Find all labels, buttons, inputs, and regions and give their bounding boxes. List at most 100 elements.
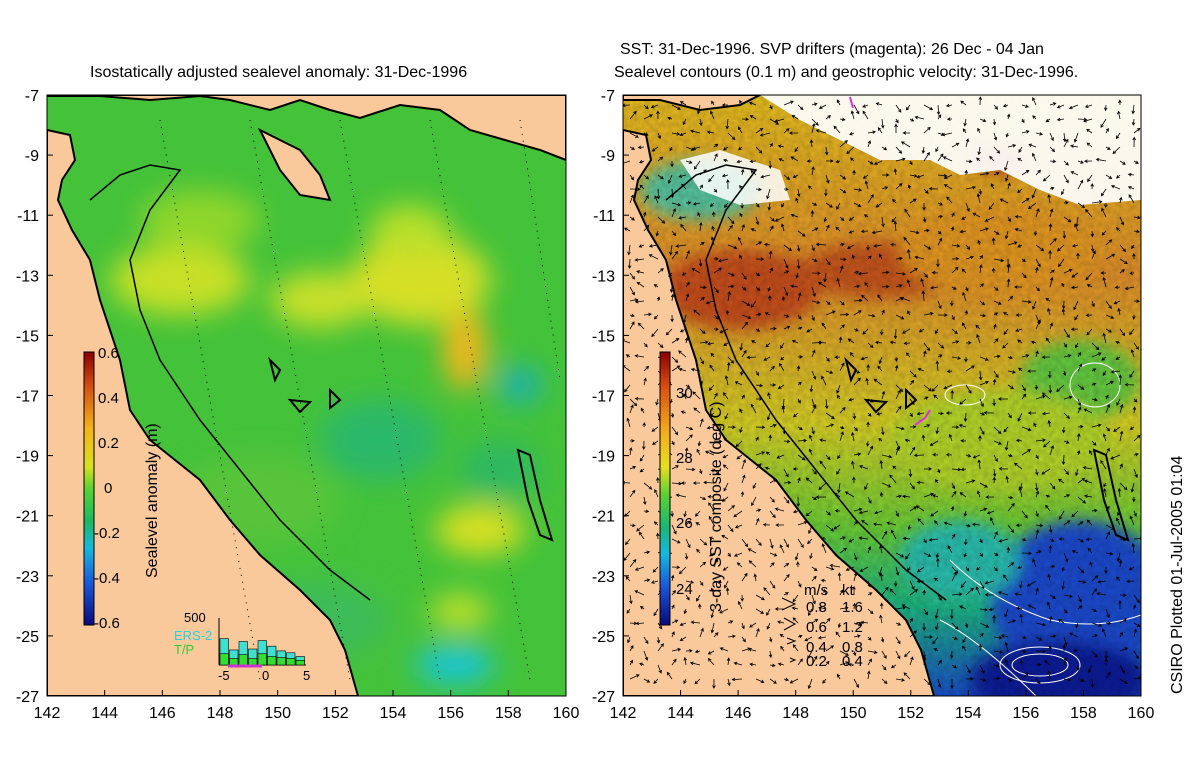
velocity-arrow xyxy=(993,104,999,110)
velocity-arrow xyxy=(725,118,730,130)
velocity-arrow xyxy=(699,418,704,428)
velocity-arrow xyxy=(656,532,660,540)
velocity-arrow xyxy=(1077,363,1082,372)
velocity-arrow xyxy=(881,586,889,596)
velocity-arrow xyxy=(979,313,987,318)
velocity-arrow xyxy=(853,104,860,115)
velocity-arrow xyxy=(692,202,701,206)
velocity-arrow xyxy=(626,608,631,614)
velocity-arrow xyxy=(719,328,729,334)
velocity-arrow xyxy=(950,608,954,620)
velocity-arrow xyxy=(993,454,998,463)
velocity-arrow xyxy=(858,510,869,515)
velocity-arrow xyxy=(942,156,953,162)
velocity-arrow xyxy=(1100,118,1107,128)
velocity-arrow xyxy=(1083,159,1093,163)
velocity-arrow xyxy=(797,658,803,666)
velocity-arrow xyxy=(978,96,983,106)
velocity-arrow xyxy=(1041,468,1051,475)
velocity-arrow xyxy=(1105,608,1110,619)
velocity-arrow xyxy=(977,459,981,470)
velocity-arrow xyxy=(1045,494,1051,499)
velocity-arrow xyxy=(979,580,985,590)
velocity-arrow xyxy=(1018,486,1023,498)
velocity-arrow xyxy=(1049,237,1057,246)
velocity-arrow xyxy=(749,159,757,164)
velocity-arrow xyxy=(817,340,827,345)
velocity-arrow xyxy=(1077,594,1082,603)
velocity-arrow xyxy=(1035,529,1040,540)
velocity-arrow xyxy=(960,100,967,106)
velocity-arrow xyxy=(780,645,785,652)
velocity-arrow xyxy=(943,174,953,180)
velocity-arrow xyxy=(791,114,799,120)
velocity-arrow xyxy=(1091,368,1097,372)
velocity-arrow xyxy=(653,608,659,617)
velocity-arrow xyxy=(671,565,681,570)
velocity-arrow xyxy=(879,602,884,610)
velocity-arrow xyxy=(958,424,967,428)
velocity-arrow xyxy=(881,390,886,400)
velocity-arrow xyxy=(685,520,691,526)
velocity-arrow xyxy=(1089,449,1093,456)
velocity-arrow xyxy=(853,377,861,386)
velocity-arrow xyxy=(895,272,906,276)
velocity-arrow xyxy=(946,369,953,374)
velocity-arrow xyxy=(902,328,911,334)
vel-legend-arrow-1 xyxy=(783,617,797,631)
velocity-arrow xyxy=(867,313,876,318)
velocity-arrow xyxy=(950,389,955,400)
velocity-arrow xyxy=(829,563,841,568)
ssa-cb-tick-6: -0.6 xyxy=(94,615,120,632)
velocity-arrow xyxy=(1021,393,1027,400)
velocity-arrow xyxy=(916,579,925,584)
velocity-arrow xyxy=(1105,505,1110,512)
velocity-arrow xyxy=(993,338,999,344)
velocity-arrow xyxy=(708,412,715,418)
velocity-arrow xyxy=(1058,537,1064,541)
velocity-arrow xyxy=(826,159,834,163)
velocity-arrow xyxy=(923,552,932,557)
velocity-arrow xyxy=(769,663,776,668)
velocity-arrow xyxy=(722,392,729,400)
velocity-arrow xyxy=(961,322,967,330)
ssa-colorbar: 0.6 0.4 0.2 0 -0.2 -0.4 -0.6 Sealevel an… xyxy=(83,345,161,632)
velocity-arrow xyxy=(984,216,995,222)
velocity-arrow xyxy=(1133,594,1140,604)
velocity-arrow xyxy=(821,375,827,386)
velocity-arrow xyxy=(878,438,883,442)
velocity-arrow xyxy=(1102,433,1107,442)
velocity-arrow xyxy=(627,636,631,644)
velocity-arrow xyxy=(1032,97,1037,106)
velocity-arrow xyxy=(1007,355,1013,360)
velocity-arrow xyxy=(1049,615,1053,624)
velocity-arrow xyxy=(1027,202,1037,210)
velocity-arrow xyxy=(943,384,953,390)
velocity-arrow xyxy=(906,279,911,288)
velocity-arrow xyxy=(727,244,738,250)
velocity-arrow xyxy=(1074,223,1079,232)
velocity-arrow xyxy=(640,407,645,414)
velocity-arrow xyxy=(792,644,799,652)
velocity-arrow xyxy=(808,524,813,535)
velocity-arrow xyxy=(808,434,813,442)
velocity-arrow xyxy=(707,341,715,346)
velocity-arrow xyxy=(881,309,885,316)
velocity-arrow xyxy=(993,172,1000,176)
velocity-arrow xyxy=(1062,370,1067,377)
velocity-arrow xyxy=(684,447,689,456)
velocity-arrow xyxy=(629,674,640,680)
velocity-arrow xyxy=(1075,216,1079,228)
velocity-arrow xyxy=(710,587,715,596)
velocity-arrow xyxy=(979,356,989,361)
velocity-arrow xyxy=(851,460,855,470)
velocity-arrow xyxy=(1129,370,1135,378)
velocity-arrow xyxy=(797,355,804,359)
velocity-arrow xyxy=(811,314,815,322)
velocity-arrow xyxy=(1061,426,1066,434)
velocity-arrow xyxy=(895,405,902,414)
velocity-arrow xyxy=(1007,524,1015,533)
velocity-arrow xyxy=(873,378,883,386)
velocity-arrow xyxy=(750,403,757,414)
velocity-arrow xyxy=(735,440,743,448)
